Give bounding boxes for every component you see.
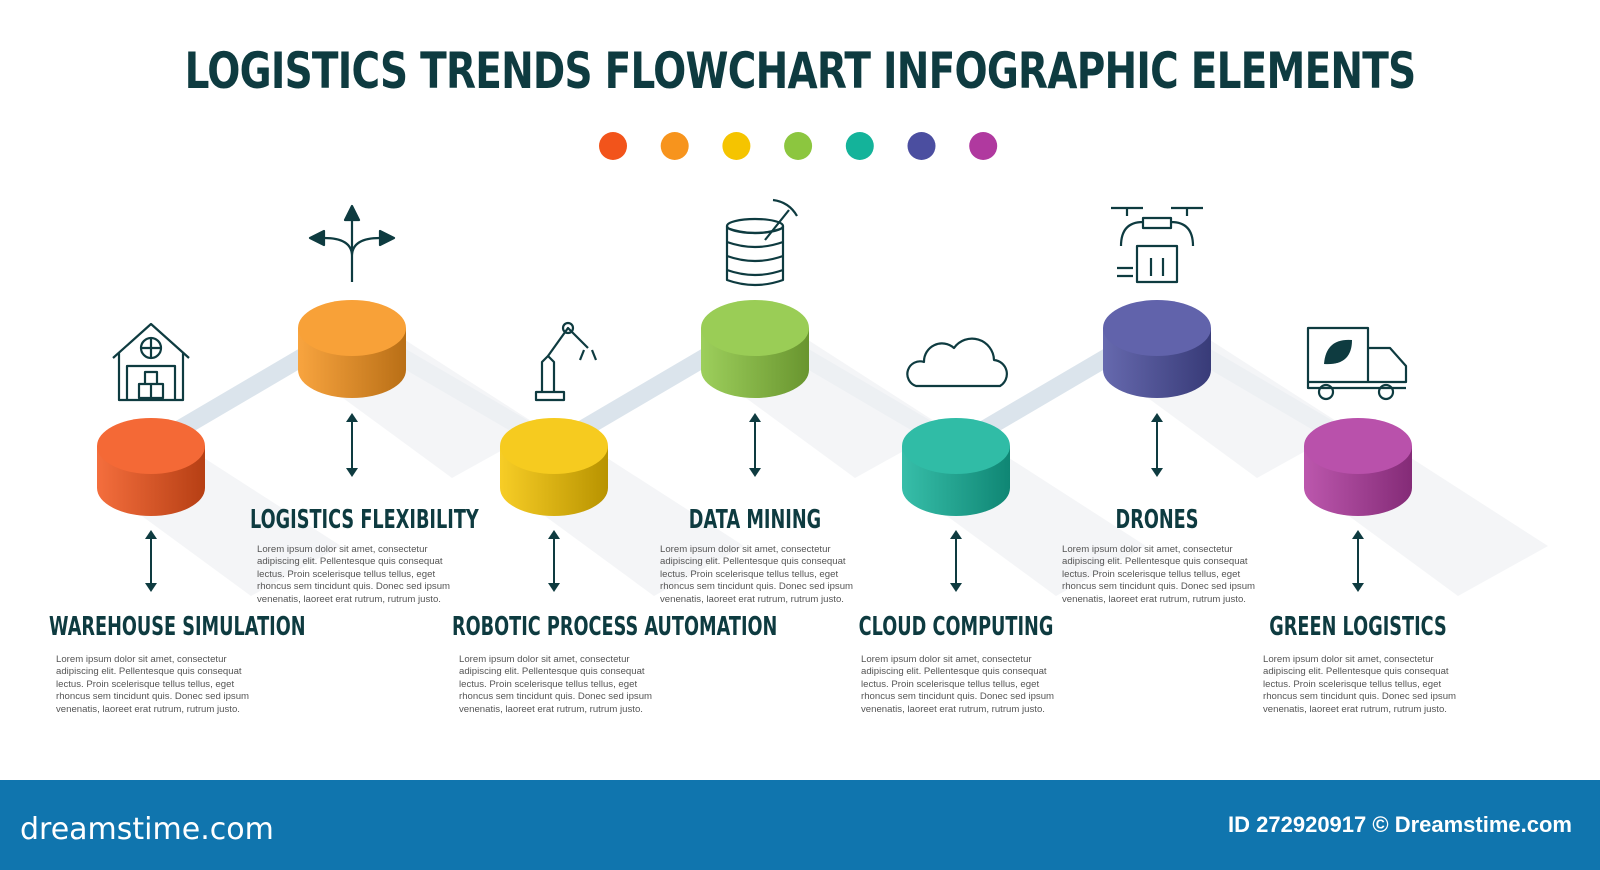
step-number: 2 (274, 385, 309, 429)
step-description: Lorem ipsum dolor sit amet, consectetur … (1062, 544, 1256, 605)
eco-truck-icon (1306, 326, 1408, 401)
double-arrow-icon (346, 413, 358, 477)
step-title: ROBOTIC PROCESS AUTOMATION (452, 612, 778, 642)
double-arrow-icon (749, 413, 761, 477)
step-title: DRONES (1115, 505, 1199, 535)
step-title: GREEN LOGISTICS (1269, 612, 1447, 642)
step-cylinder-3: 3 (455, 418, 608, 592)
robot-arm-icon (534, 321, 598, 402)
step-description: Lorem ipsum dolor sit amet, consectetur … (56, 654, 250, 715)
step-number: 7 (1277, 715, 1312, 759)
double-arrow-icon (145, 530, 157, 592)
step-description: Lorem ipsum dolor sit amet, consectetur … (861, 654, 1055, 715)
double-arrow-icon (950, 530, 962, 592)
footer-bar: dreamstime.com ID 272920917 © Dreamstime… (0, 780, 1600, 870)
double-arrow-icon (1151, 413, 1163, 477)
step-title: WAREHOUSE SIMULATION (49, 612, 306, 642)
cloud-icon (906, 337, 1008, 388)
step-description: Lorem ipsum dolor sit amet, consectetur … (1263, 654, 1457, 715)
step-cylinder-4: 4 (685, 300, 809, 513)
footer-id: ID 272920917 © Dreamstime.com (1228, 812, 1572, 837)
flowchart-graphic: 1 2 3 456 7 (44, 132, 1548, 759)
footer-logo: dreamstime.com (20, 812, 274, 847)
page-title: LOGISTICS TRENDS FLOWCHART INFOGRAPHIC E… (184, 42, 1417, 100)
double-arrow-icon (1352, 530, 1364, 592)
palette-dot (722, 132, 751, 160)
step-number: 3 (455, 548, 490, 592)
warehouse-icon (112, 322, 190, 402)
step-cylinder-1: 1 (44, 418, 205, 516)
step-title: LOGISTICS FLEXIBILITY (250, 505, 479, 535)
palette-dot (845, 132, 874, 160)
palette-dot (969, 132, 998, 160)
database-pickaxe-icon (725, 198, 798, 287)
split-arrows-icon (308, 204, 396, 282)
step-cylinder-5: 5 (866, 418, 1010, 675)
palette-dot (599, 132, 627, 160)
step-description: Lorem ipsum dolor sit amet, consectetur … (459, 654, 653, 715)
step-cylinder-6: 6 (1096, 300, 1211, 597)
double-arrow-icon (548, 530, 560, 592)
step-title: DATA MINING (688, 505, 822, 535)
palette-dot (907, 132, 936, 160)
step-number: 1 (44, 464, 79, 508)
step-title: CLOUD COMPUTING (858, 612, 1054, 642)
step-description: Lorem ipsum dolor sit amet, consectetur … (660, 544, 854, 605)
palette-dot (660, 132, 689, 160)
drone-icon (1111, 206, 1203, 284)
step-description: Lorem ipsum dolor sit amet, consectetur … (257, 544, 451, 605)
step-cylinder-7: 7 (1277, 418, 1412, 759)
palette-dot (784, 132, 813, 160)
